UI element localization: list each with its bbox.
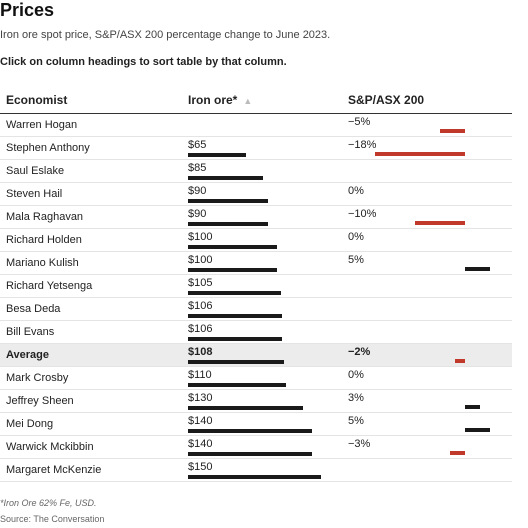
economist-name: Margaret McKenzie [6,464,102,476]
iron-ore-bar [188,291,282,295]
asx-change-value: 0% [348,369,364,381]
table-row: Stephen Anthony $65 −18% [0,137,512,160]
asx-change-bar [465,428,490,432]
iron-ore-bar [188,153,246,157]
iron-ore-bar [188,360,284,364]
asx-change-value: −18% [348,139,377,151]
iron-ore-bar [188,222,268,226]
asx-change-value: 5% [348,254,364,266]
table-row: Warwick Mckibbin $140 −3% [0,436,512,459]
table-row: Bill Evans $106 [0,321,512,344]
asx-change-value: 3% [348,392,364,404]
asx-change-value: 0% [348,231,364,243]
asx-change-bar [440,129,465,133]
iron-ore-value: $108 [188,346,213,358]
iron-ore-bar [188,245,277,249]
iron-ore-value: $150 [188,461,213,473]
iron-ore-value: $110 [188,369,212,381]
table-row: Besa Deda $106 [0,298,512,321]
iron-ore-value: $140 [188,415,213,427]
table-row: Warren Hogan −5% [0,114,512,137]
iron-ore-bar [188,406,304,410]
chart-subtitle: Iron ore spot price, S&P/ASX 200 percent… [0,29,331,41]
economist-name: Mark Crosby [6,372,69,384]
economist-name: Stephen Anthony [6,142,90,154]
economist-column-heading[interactable]: Economist [6,93,67,107]
asx-change-bar [415,221,465,225]
sort-instruction: Click on column headings to sort table b… [0,56,287,68]
table-header: Economist Iron ore* ▲ S&P/ASX 200 [0,86,512,114]
table-row: Jeffrey Sheen $130 3% [0,390,512,413]
asx-change-bar [375,152,465,156]
table-row: Margaret McKenzie $150 [0,459,512,482]
iron-ore-value: $100 [188,231,213,243]
iron-ore-bar [188,337,282,341]
economist-name: Bill Evans [6,326,55,338]
iron-ore-value: $106 [188,323,213,335]
asx-change-value: −2% [348,346,371,358]
prices-table: Economist Iron ore* ▲ S&P/ASX 200 Warren … [0,86,512,482]
asx-change-value: 0% [348,185,364,197]
iron-ore-value: $130 [188,392,213,404]
iron-ore-heading-label: Iron ore* [188,93,238,107]
table-row: Richard Yetsenga $105 [0,275,512,298]
table-row: Mei Dong $140 5% [0,413,512,436]
iron-ore-value: $65 [188,139,207,151]
table-row: Mariano Kulish $100 5% [0,252,512,275]
economist-name: Jeffrey Sheen [6,395,74,407]
iron-ore-value: $140 [188,438,213,450]
chart-title: Prices [0,0,55,20]
average-row: Average $108 −2% [0,344,512,367]
iron-ore-bar [188,199,268,203]
table-row: Steven Hail $90 0% [0,183,512,206]
iron-ore-value: $90 [188,208,207,220]
table-row: Saul Eslake $85 [0,160,512,183]
asx-change-bar [465,405,480,409]
economist-name: Mala Raghavan [6,211,84,223]
asx-change-value: 5% [348,415,364,427]
sort-ascending-icon: ▲ [243,96,253,106]
economist-name: Richard Yetsenga [6,280,93,292]
iron-ore-value: $90 [188,185,207,197]
table-row: Mala Raghavan $90 −10% [0,206,512,229]
table-row: Richard Holden $100 0% [0,229,512,252]
iron-ore-bar [188,452,313,456]
economist-name: Besa Deda [6,303,61,315]
economist-name: Richard Holden [6,234,82,246]
economist-name: Steven Hail [6,188,63,200]
economist-heading-label: Economist [6,93,68,107]
asx-change-bar [455,359,465,363]
iron-ore-bar [188,475,321,479]
iron-ore-bar [188,176,264,180]
asx-change-value: −5% [348,116,371,128]
iron-ore-value: $106 [188,300,213,312]
economist-name: Average [6,349,50,361]
asx-change-bar [450,451,465,455]
iron-ore-column-heading[interactable]: Iron ore* ▲ [188,93,252,107]
asx-heading-label: S&P/ASX 200 [348,93,425,107]
footnote: *Iron Ore 62% Fe, USD. [0,498,97,508]
iron-ore-value: $85 [188,162,207,174]
economist-name: Mei Dong [6,418,54,430]
asx-change-value: −3% [348,438,371,450]
economist-name: Warren Hogan [6,119,78,131]
source-note: Source: The Conversation [0,514,105,524]
economist-name: Saul Eslake [6,165,65,177]
asx-change-value: −10% [348,208,377,220]
iron-ore-bar [188,314,282,318]
iron-ore-value: $105 [188,277,213,289]
iron-ore-bar [188,429,313,433]
economist-name: Mariano Kulish [6,257,79,269]
iron-ore-bar [188,383,286,387]
economist-name: Warwick Mckibbin [6,441,94,453]
iron-ore-value: $100 [188,254,213,266]
iron-ore-bar [188,268,277,272]
table-row: Mark Crosby $110 0% [0,367,512,390]
asx-change-bar [465,267,490,271]
table-body: Warren Hogan −5% Stephen Anthony $65 −18% Sau… [0,114,512,482]
asx-column-heading[interactable]: S&P/ASX 200 [348,93,424,107]
